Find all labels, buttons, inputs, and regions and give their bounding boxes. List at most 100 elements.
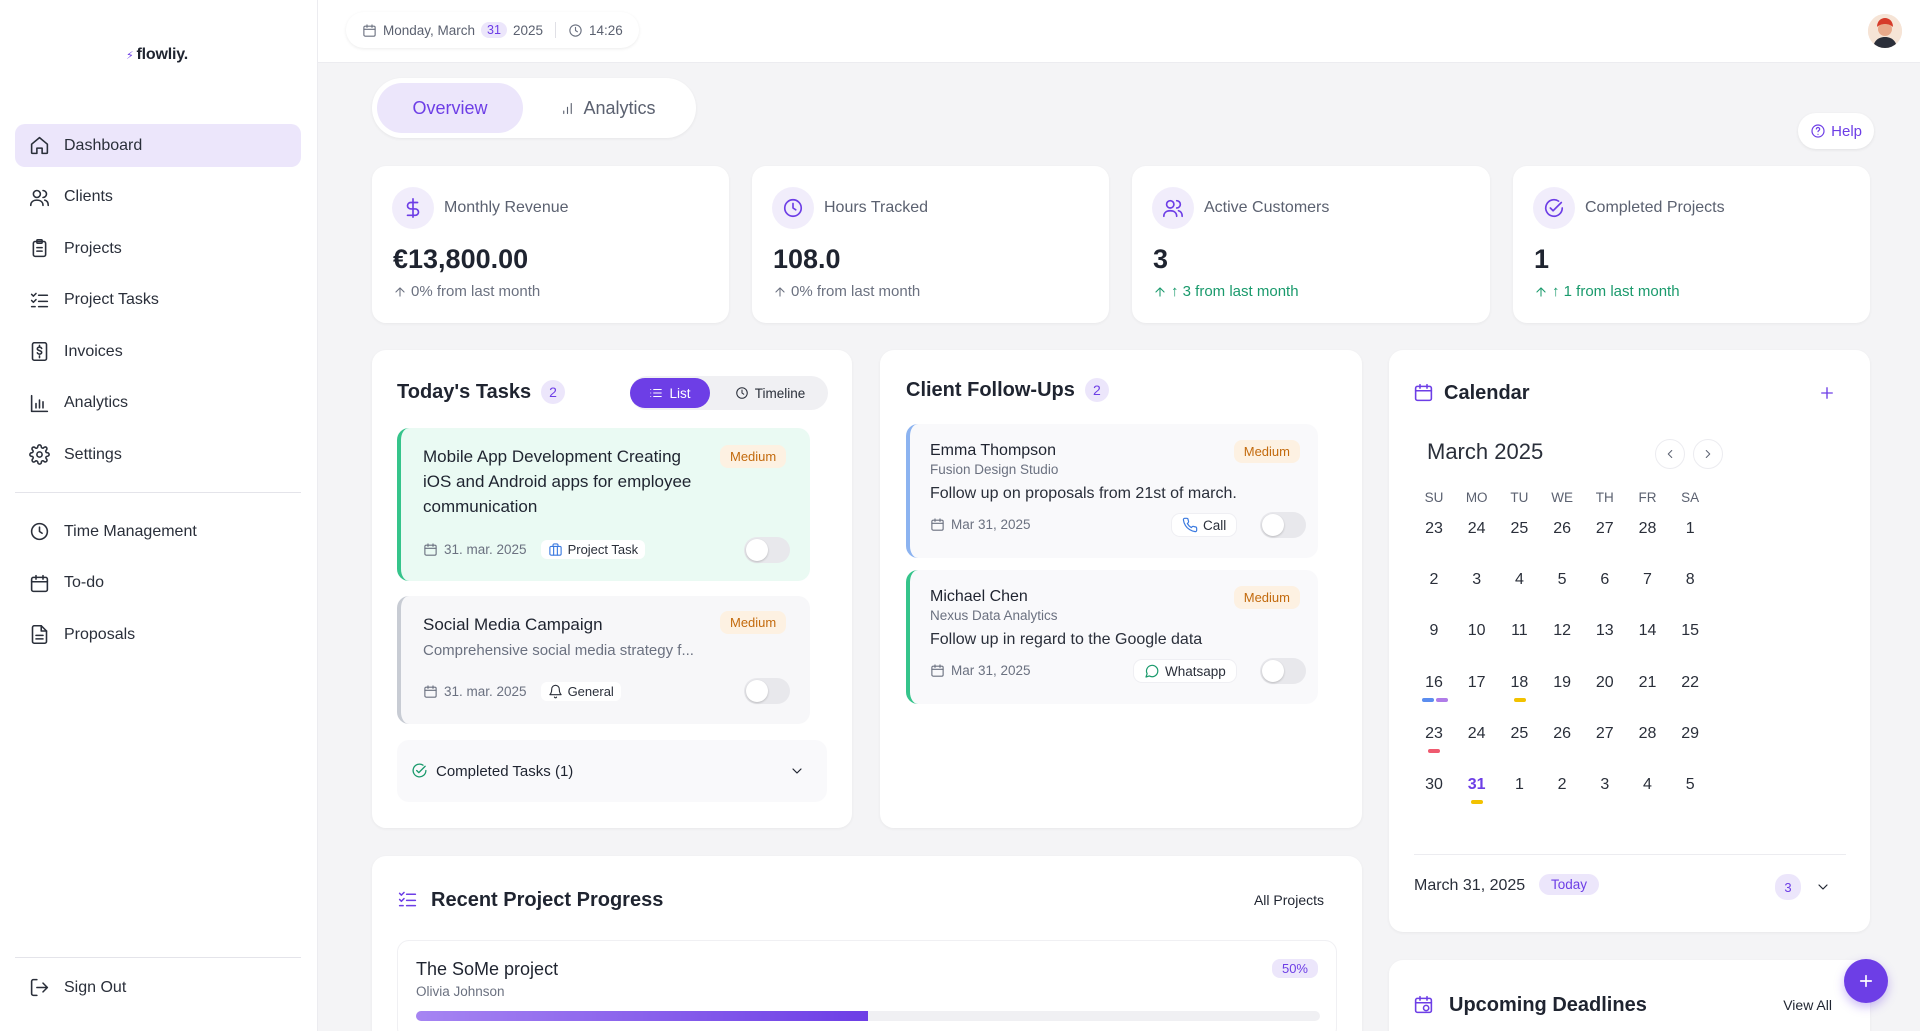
sidebar-item-todo[interactable]: To-do — [15, 562, 301, 605]
task-card[interactable]: Social Media Campaign Comprehensive soci… — [397, 596, 810, 724]
calendar-day[interactable]: 24 — [1467, 724, 1486, 742]
calendar-clock-icon — [1414, 995, 1433, 1014]
view-timeline-button[interactable]: Timeline — [714, 378, 826, 408]
sidebar-item-dashboard[interactable]: Dashboard — [15, 124, 301, 167]
stat-label: Active Customers — [1204, 199, 1330, 216]
sidebar-item-label: Proposals — [64, 625, 136, 643]
todays-tasks-card: Today's Tasks 2 List Timeline Mobile App… — [372, 350, 852, 828]
view-list-button[interactable]: List — [630, 378, 710, 408]
calendar-day[interactable]: 16 — [1425, 673, 1443, 691]
project-item[interactable]: The SoMe project Olivia Johnson 50% — [397, 940, 1337, 1031]
event-indicator — [1471, 800, 1484, 804]
calendar-day[interactable]: 5 — [1557, 571, 1567, 589]
calendar-day[interactable]: 17 — [1467, 673, 1486, 691]
view-tabs: Overview Analytics — [372, 78, 696, 138]
add-event-icon[interactable] — [1818, 384, 1836, 402]
sidebar-item-project-tasks[interactable]: Project Tasks — [15, 279, 301, 322]
stat-delta-text: 0% from last month — [791, 283, 921, 300]
sign-out-button[interactable]: Sign Out — [15, 966, 301, 1009]
next-month-button[interactable] — [1693, 439, 1723, 469]
calendar-day[interactable]: 30 — [1425, 776, 1443, 793]
sidebar-item-analytics[interactable]: Analytics — [15, 382, 301, 425]
calendar-icon — [931, 664, 944, 677]
task-complete-toggle[interactable] — [744, 678, 790, 704]
calendar-day[interactable]: 31 — [1467, 776, 1486, 793]
calendar-day[interactable]: 14 — [1638, 622, 1657, 640]
calendar-day[interactable]: 5 — [1685, 776, 1695, 793]
prev-month-button[interactable] — [1655, 439, 1685, 469]
stat-icon-wrap — [1533, 187, 1575, 229]
add-fab-button[interactable] — [1844, 959, 1888, 1003]
calendar-day[interactable]: 24 — [1467, 520, 1486, 537]
all-projects-link[interactable]: All Projects — [1253, 892, 1324, 908]
sidebar-item-projects[interactable]: Projects — [15, 227, 301, 270]
calendar-day[interactable]: 12 — [1553, 622, 1571, 640]
calendar-day[interactable]: 25 — [1510, 724, 1529, 742]
call-channel-button[interactable]: Call — [1172, 514, 1237, 536]
calendar-day[interactable]: 20 — [1595, 673, 1614, 691]
whatsapp-icon — [1145, 664, 1159, 678]
calendar-day[interactable]: 2 — [1557, 776, 1567, 793]
event-indicator — [1436, 697, 1449, 702]
divider — [555, 22, 556, 38]
calendar-icon — [363, 23, 376, 37]
calendar-day[interactable]: 28 — [1638, 724, 1657, 742]
stat-card-revenue: Monthly Revenue €13,800.00 0% from last … — [372, 166, 729, 323]
calendar-day[interactable]: 19 — [1553, 673, 1571, 691]
whatsapp-channel-button[interactable]: Whatsapp — [1134, 660, 1236, 682]
calendar-day[interactable]: 23 — [1425, 520, 1443, 537]
calendar-day[interactable]: 4 — [1643, 776, 1652, 793]
bell-icon — [548, 684, 562, 699]
calendar-day[interactable]: 27 — [1595, 724, 1614, 742]
sidebar-item-settings[interactable]: Settings — [15, 433, 301, 476]
calendar-day[interactable]: 4 — [1514, 571, 1524, 589]
view-all-link[interactable]: View All — [1783, 997, 1832, 1013]
calendar-day[interactable]: 7 — [1643, 571, 1652, 589]
secondary-nav: Time Management To-do Proposals — [15, 510, 301, 665]
chevron-down-icon[interactable] — [1815, 879, 1831, 895]
calendar-day[interactable]: 21 — [1638, 673, 1657, 691]
calendar-day[interactable]: 3 — [1600, 776, 1610, 793]
calendar-day[interactable]: 13 — [1595, 622, 1614, 640]
tab-overview[interactable]: Overview — [377, 83, 523, 133]
calendar-day[interactable]: 26 — [1553, 520, 1571, 537]
calendar-day[interactable]: 9 — [1429, 622, 1439, 640]
help-button[interactable]: Help — [1798, 113, 1874, 149]
calendar-day[interactable]: 18 — [1510, 673, 1529, 691]
calendar-day[interactable]: 6 — [1600, 571, 1610, 589]
calendar-day[interactable]: 10 — [1467, 622, 1486, 640]
logo[interactable]: ⚡ flowliy. — [126, 46, 188, 64]
followup-done-toggle[interactable] — [1260, 512, 1306, 538]
sidebar-item-invoices[interactable]: Invoices — [15, 330, 301, 373]
sidebar-item-clients[interactable]: Clients — [15, 176, 301, 219]
calendar-day[interactable]: 3 — [1472, 571, 1482, 589]
followup-card[interactable]: Michael Chen Nexus Data Analytics Medium… — [906, 570, 1318, 704]
client-name: Michael Chen — [930, 588, 1028, 605]
avatar[interactable] — [1868, 14, 1902, 48]
followup-note: Follow up on proposals from 21st of marc… — [930, 485, 1237, 502]
calendar-day[interactable]: 23 — [1425, 724, 1443, 742]
task-card[interactable]: Mobile App Development Creating iOS and … — [397, 428, 810, 581]
sidebar-item-time-management[interactable]: Time Management — [15, 510, 301, 553]
sidebar-item-proposals[interactable]: Proposals — [15, 613, 301, 656]
completed-tasks-toggle[interactable]: Completed Tasks (1) — [397, 740, 827, 802]
calendar-day[interactable]: 1 — [1685, 520, 1695, 537]
calendar-day[interactable]: 29 — [1681, 724, 1700, 742]
calendar-day[interactable]: 26 — [1553, 724, 1571, 742]
calendar-day[interactable]: 15 — [1681, 622, 1700, 640]
task-title: Social Media Campaign — [423, 615, 603, 634]
topbar: Monday, March 31 2025 14:26 — [318, 0, 1920, 63]
logo-text: flowliy. — [136, 46, 189, 63]
tab-analytics[interactable]: Analytics — [528, 83, 688, 133]
followup-card[interactable]: Emma Thompson Fusion Design Studio Mediu… — [906, 424, 1318, 558]
calendar-day[interactable]: 8 — [1685, 571, 1695, 589]
calendar-day[interactable]: 22 — [1681, 673, 1700, 691]
followup-done-toggle[interactable] — [1260, 658, 1306, 684]
calendar-day[interactable]: 27 — [1595, 520, 1614, 537]
calendar-day[interactable]: 28 — [1638, 520, 1657, 537]
calendar-day[interactable]: 11 — [1511, 622, 1528, 640]
task-complete-toggle[interactable] — [744, 537, 790, 563]
calendar-day[interactable]: 25 — [1510, 520, 1529, 537]
calendar-day[interactable]: 1 — [1514, 776, 1524, 793]
calendar-day[interactable]: 2 — [1429, 571, 1439, 589]
